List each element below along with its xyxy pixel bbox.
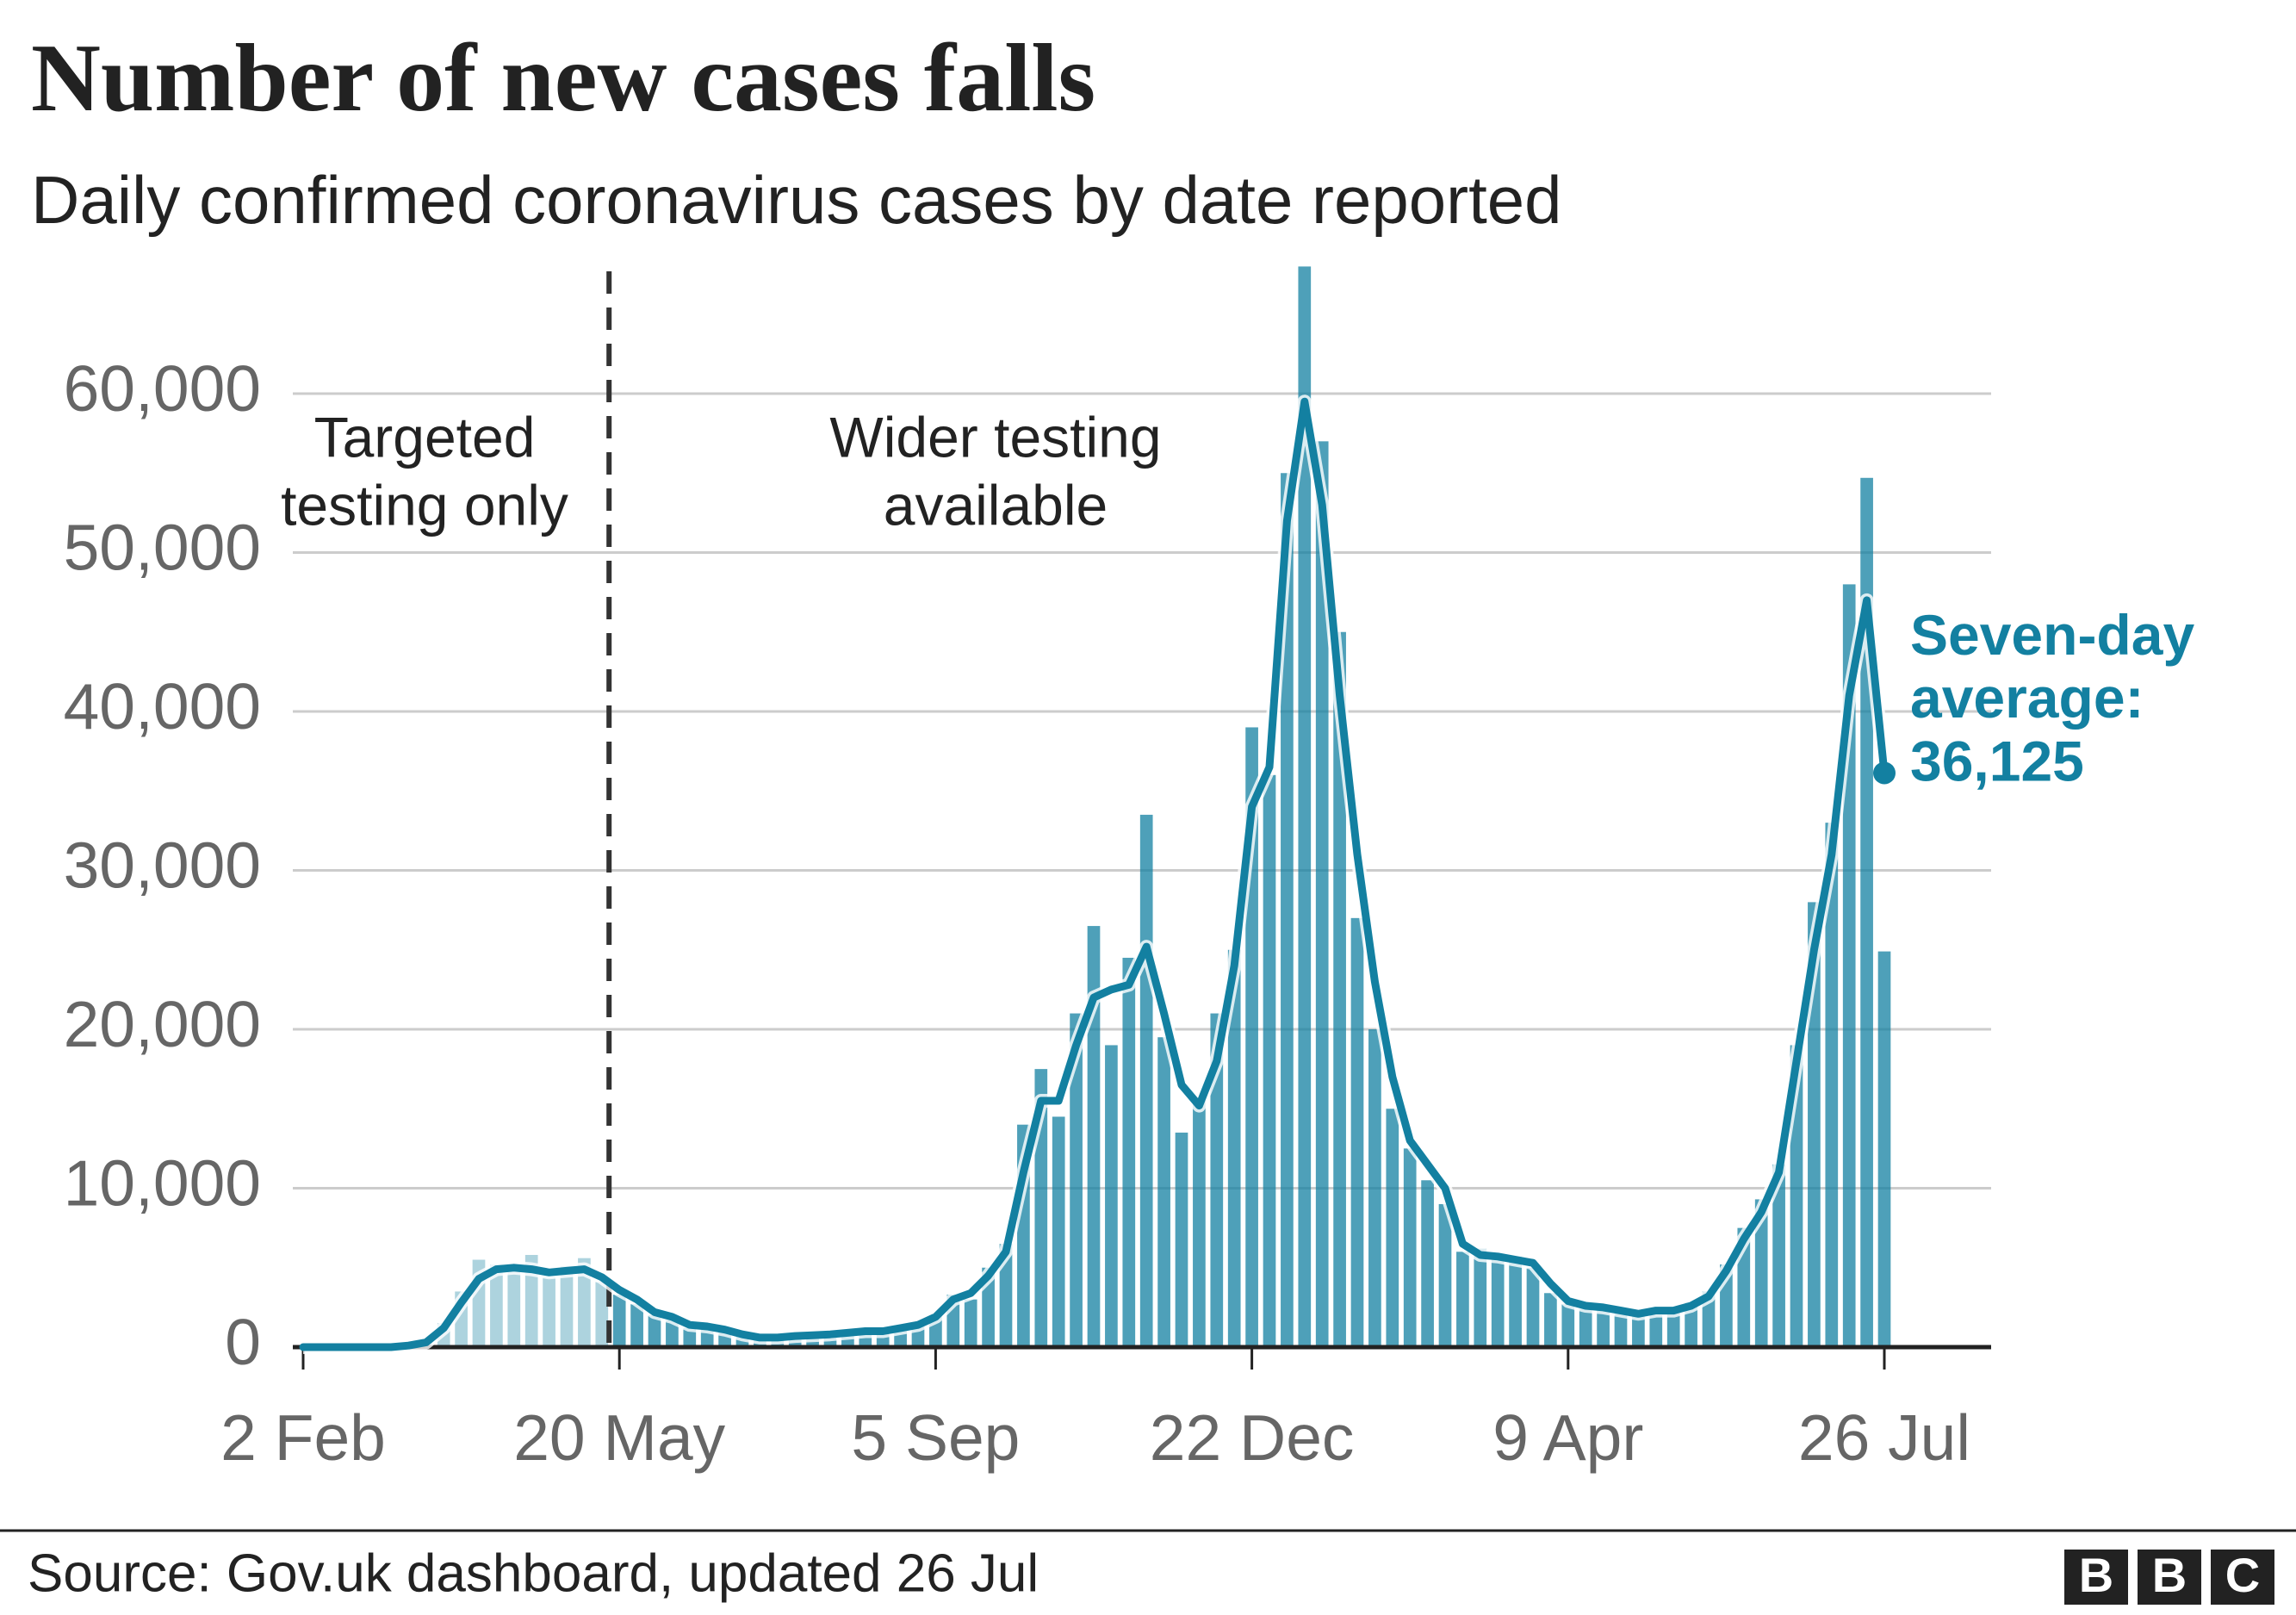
y-tick-label: 20,000 <box>64 988 261 1060</box>
x-tick-label: 2 Feb <box>220 1401 386 1474</box>
bar <box>1263 774 1276 1347</box>
chart-title: Number of new cases falls <box>31 25 1095 132</box>
bar <box>1614 1314 1628 1347</box>
bar <box>630 1304 643 1347</box>
bar <box>1526 1267 1540 1347</box>
bar <box>1597 1306 1610 1347</box>
logo-letter: B <box>2079 1548 2113 1602</box>
logo-box <box>2138 1550 2201 1605</box>
bar <box>543 1276 555 1347</box>
bar <box>560 1265 574 1347</box>
end-value-label: 36,125 <box>1910 729 2084 792</box>
bar <box>1544 1293 1557 1347</box>
bar <box>1175 1132 1188 1347</box>
average-line <box>299 397 1889 1351</box>
bar <box>1456 1252 1469 1347</box>
bar <box>1298 266 1312 1347</box>
bar <box>1438 1203 1452 1347</box>
end-dot <box>1873 761 1896 785</box>
y-tick-label: 50,000 <box>64 511 261 583</box>
bar <box>1139 814 1153 1347</box>
y-tick-label: 0 <box>225 1306 261 1378</box>
bar <box>1070 1013 1083 1347</box>
bar <box>1193 1101 1206 1347</box>
annotation: available <box>884 473 1108 537</box>
bar <box>683 1327 697 1347</box>
bar <box>1509 1256 1522 1347</box>
y-tick-label: 30,000 <box>64 829 261 901</box>
bar <box>1052 1116 1065 1347</box>
x-tick-label: 20 May <box>513 1401 725 1474</box>
bar <box>1825 823 1839 1347</box>
annotation: Wider testing <box>829 405 1161 469</box>
bar <box>648 1315 661 1347</box>
bar <box>1579 1308 1592 1347</box>
bar <box>1350 917 1364 1347</box>
x-tick-label: 26 Jul <box>1798 1401 1970 1474</box>
bar <box>999 1244 1013 1347</box>
y-tick-label: 10,000 <box>64 1146 261 1219</box>
bar <box>1333 631 1346 1347</box>
bar <box>1087 926 1101 1347</box>
bar <box>1368 1029 1381 1347</box>
bar <box>666 1320 679 1347</box>
logo-letter: C <box>2225 1548 2260 1602</box>
bar <box>1157 1037 1170 1347</box>
bar <box>595 1282 609 1347</box>
bar <box>1474 1248 1487 1347</box>
bar <box>1281 473 1294 1347</box>
x-tick-label: 9 Apr <box>1492 1401 1643 1474</box>
annotation: testing only <box>281 473 568 537</box>
bar <box>1772 1164 1785 1347</box>
bar <box>1754 1199 1768 1347</box>
bar <box>1632 1312 1645 1347</box>
bar <box>1403 1148 1417 1347</box>
bar <box>578 1258 591 1347</box>
bar <box>1105 1045 1118 1347</box>
bar <box>1210 1013 1224 1347</box>
x-tick-label: 5 Sep <box>851 1401 1020 1474</box>
bar <box>1491 1259 1505 1347</box>
bar <box>507 1270 521 1347</box>
logo-letter: B <box>2152 1548 2187 1602</box>
logo-box <box>2211 1550 2274 1605</box>
bar <box>1877 951 1891 1347</box>
bar <box>1122 957 1136 1347</box>
bar <box>490 1264 503 1347</box>
y-tick-label: 60,000 <box>64 352 261 425</box>
end-label-name: Seven-day average: <box>1910 603 2194 730</box>
bar <box>1649 1315 1663 1347</box>
x-tick-label: 22 Dec <box>1150 1401 1355 1474</box>
bar <box>524 1254 538 1347</box>
logo-box <box>2064 1550 2128 1605</box>
bar <box>1315 441 1329 1347</box>
bar <box>612 1295 626 1347</box>
bar <box>964 1299 977 1347</box>
source: Source: Gov.uk dashboard, updated 26 Jul <box>28 1544 1039 1603</box>
bar <box>1561 1304 1575 1347</box>
chart-subtitle: Daily confirmed coronavirus cases by dat… <box>31 162 1562 238</box>
annotation: Targeted <box>314 405 536 469</box>
bar <box>1666 1308 1680 1347</box>
bar <box>1421 1180 1434 1347</box>
bar <box>1386 1109 1399 1347</box>
bar <box>1227 949 1241 1347</box>
y-tick-label: 40,000 <box>64 670 261 742</box>
